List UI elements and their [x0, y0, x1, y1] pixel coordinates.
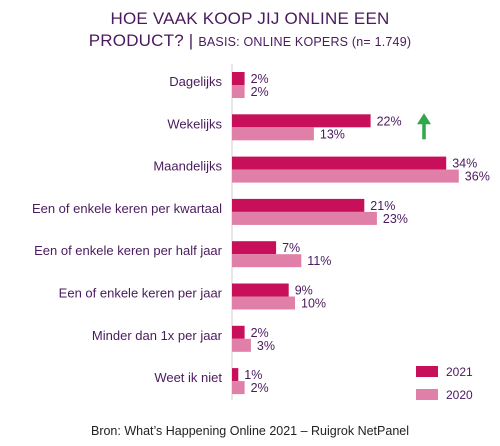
data-label-2021-maandelijks: 34%: [452, 157, 477, 171]
legend-swatch-2020: [416, 389, 438, 400]
data-label-2020-een-of-enkele-keren-per-half-jaar: 11%: [307, 254, 331, 268]
bar-2021-minder-dan-1x-per-jaar: [232, 325, 245, 339]
data-label-2021-een-of-enkele-keren-per-jaar: 9%: [295, 284, 313, 298]
bar-2020-minder-dan-1x-per-jaar: [232, 338, 251, 352]
bar-2020-een-of-enkele-keren-per-jaar: [232, 296, 295, 310]
title-line-2-text: PRODUCT? |: [88, 31, 194, 50]
bar-2021-een-of-enkele-keren-per-jaar: [232, 283, 289, 297]
category-label-een-of-enkele-keren-per-kwartaal: Een of enkele keren per kwartaal: [32, 201, 222, 216]
category-label-maandelijks: Maandelijks: [153, 159, 222, 174]
chart-subtitle: BASIS: ONLINE KOPERS (n= 1.749): [198, 35, 412, 49]
data-label-2020-minder-dan-1x-per-jaar: 3%: [257, 339, 275, 353]
category-label-een-of-enkele-keren-per-half-jaar: Een of enkele keren per half jaar: [34, 243, 223, 258]
title-line-2: PRODUCT? | BASIS: ONLINE KOPERS (n= 1.74…: [0, 30, 500, 53]
legend-label-2020: 2020: [446, 388, 473, 402]
data-label-2021-weet-ik-niet: 1%: [244, 368, 262, 382]
bar-2021-dagelijks: [232, 72, 245, 85]
data-label-2020-maandelijks: 36%: [465, 170, 490, 184]
bar-2020-dagelijks: [232, 85, 245, 98]
data-label-2021-minder-dan-1x-per-jaar: 2%: [251, 326, 269, 340]
chart-title: HOE VAAK KOOP JIJ ONLINE EEN PRODUCT? | …: [0, 8, 500, 53]
data-label-2020-een-of-enkele-keren-per-jaar: 10%: [301, 297, 326, 311]
data-label-2020-dagelijks: 2%: [251, 85, 269, 99]
data-label-2020-een-of-enkele-keren-per-kwartaal: 23%: [383, 212, 408, 226]
trend-arrow-up-icon: [417, 113, 431, 125]
data-label-2021-wekelijks: 22%: [377, 114, 402, 128]
bar-2021-een-of-enkele-keren-per-kwartaal: [232, 198, 365, 212]
data-label-2021-een-of-enkele-keren-per-half-jaar: 7%: [282, 241, 300, 255]
bar-2020-maandelijks: [232, 169, 459, 183]
legend-swatch-2021: [416, 366, 438, 377]
legend-label-2021: 2021: [446, 365, 473, 379]
data-label-2020-weet-ik-niet: 2%: [251, 381, 269, 395]
data-label-2021-dagelijks: 2%: [251, 72, 269, 86]
source-note: Bron: What’s Happening Online 2021 – Rui…: [90, 424, 410, 438]
bar-2020-wekelijks: [232, 127, 314, 141]
data-label-2020-wekelijks: 13%: [320, 127, 345, 141]
category-label-een-of-enkele-keren-per-jaar: Een of enkele keren per jaar: [59, 286, 223, 301]
category-label-weet-ik-niet: Weet ik niet: [154, 370, 222, 385]
bar-2020-een-of-enkele-keren-per-kwartaal: [232, 211, 377, 225]
category-label-wekelijks: Wekelijks: [167, 116, 222, 131]
category-label-minder-dan-1x-per-jaar: Minder dan 1x per jaar: [92, 328, 223, 343]
bar-2021-maandelijks: [232, 156, 447, 170]
bar-2021-een-of-enkele-keren-per-half-jaar: [232, 241, 277, 255]
bar-2020-een-of-enkele-keren-per-half-jaar: [232, 254, 302, 268]
bar-2020-weet-ik-niet: [232, 381, 245, 395]
category-label-dagelijks: Dagelijks: [169, 74, 222, 89]
bar-2021-wekelijks: [232, 114, 371, 128]
bar-2021-weet-ik-niet: [232, 368, 239, 382]
data-label-2021-een-of-enkele-keren-per-kwartaal: 21%: [370, 199, 395, 213]
title-line-1: HOE VAAK KOOP JIJ ONLINE EEN: [110, 9, 390, 28]
